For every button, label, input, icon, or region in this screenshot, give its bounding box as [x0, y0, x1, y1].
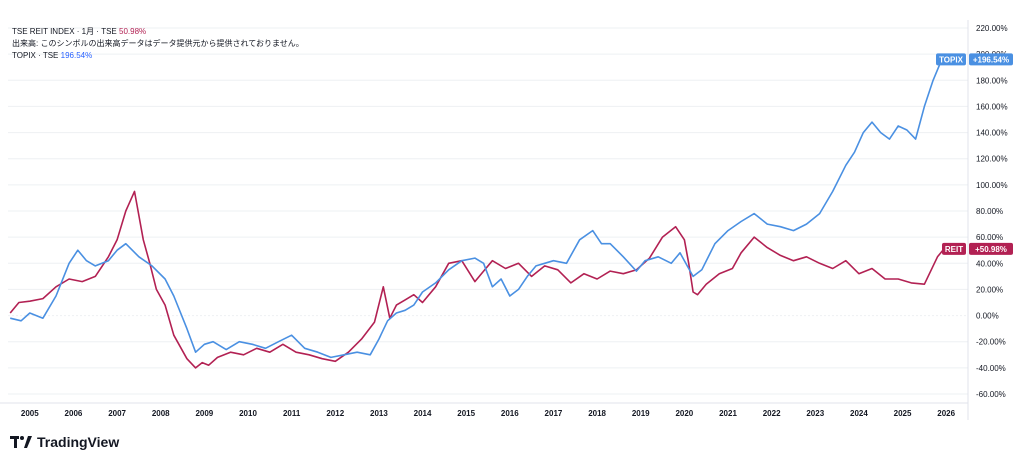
x-tick-label: 2023 — [806, 409, 824, 418]
x-tick-label: 2016 — [501, 409, 519, 418]
reit-series-line — [9, 190, 945, 369]
x-tick-label: 2009 — [195, 409, 213, 418]
reit-badge: REIT +50.98% — [942, 242, 1013, 255]
topix-badge: TOPIX +196.54% — [936, 53, 1013, 66]
y-tick-label: -20.00% — [976, 338, 1006, 347]
tradingview-logo-icon — [10, 436, 32, 448]
topix-badge-label-box — [936, 53, 966, 66]
x-tick-label: 2008 — [152, 409, 170, 418]
x-tick-label: 2006 — [65, 409, 83, 418]
legend-reit-row[interactable]: TSE REIT INDEX · 1月 · TSE 50.98% — [12, 26, 304, 38]
legend-reit-value: 50.98% — [119, 27, 147, 36]
y-tick-label: 80.00% — [976, 207, 1003, 216]
x-tick-label: 2019 — [632, 409, 650, 418]
topix-badge-label: TOPIX — [939, 55, 964, 64]
x-tick-label: 2010 — [239, 409, 257, 418]
x-tick-label: 2026 — [937, 409, 955, 418]
x-tick-label: 2024 — [850, 409, 868, 418]
x-tick-label: 2020 — [675, 409, 693, 418]
x-tick-label: 2011 — [283, 409, 301, 418]
y-tick-label: 0.00% — [976, 312, 999, 321]
reit-badge-value-box — [969, 242, 1013, 255]
y-tick-label: 180.00% — [976, 76, 1008, 85]
y-tick-label: -40.00% — [976, 364, 1006, 373]
x-tick-label: 2014 — [414, 409, 432, 418]
brand-name: TradingView — [37, 434, 120, 450]
y-tick-label: 20.00% — [976, 285, 1003, 294]
legend-topix-value: 196.54% — [60, 51, 93, 60]
topix-badge-value: +196.54% — [973, 55, 1009, 64]
legend-volume-note: 出来高: このシンボルの出来高データはデータ提供元から提供されておりません。 — [12, 39, 304, 48]
legend: TSE REIT INDEX · 1月 · TSE 50.98% 出来高: この… — [12, 26, 304, 62]
x-tick-label: 2025 — [894, 409, 912, 418]
x-tick-label: 2007 — [108, 409, 126, 418]
y-tick-label: 100.00% — [976, 181, 1008, 190]
reit-badge-value: +50.98% — [975, 245, 1007, 254]
legend-reit-name: TSE REIT INDEX · 1月 · TSE — [12, 27, 117, 36]
y-tick-label: 120.00% — [976, 155, 1008, 164]
y-tick-label: 220.00% — [976, 24, 1008, 33]
tradingview-logo[interactable]: TradingView — [10, 434, 119, 450]
x-tick-label: 2017 — [545, 409, 563, 418]
y-tick-label: 40.00% — [976, 259, 1003, 268]
x-tick-label: 2015 — [457, 409, 475, 418]
x-tick-label: 2022 — [763, 409, 781, 418]
reit-badge-label: REIT — [945, 245, 963, 254]
y-tick-label: 140.00% — [976, 129, 1008, 138]
reit-badge-label-box — [942, 242, 966, 255]
topix-badge-value-box — [969, 53, 1013, 66]
y-tick-label: -60.00% — [976, 390, 1006, 399]
x-tick-label: 2005 — [21, 409, 39, 418]
y-tick-label: 160.00% — [976, 102, 1008, 111]
x-tick-label: 2021 — [719, 409, 737, 418]
legend-topix-row[interactable]: TOPIX · TSE 196.54% — [12, 50, 304, 62]
legend-topix-name: TOPIX · TSE — [12, 51, 59, 60]
y-tick-label: 60.00% — [976, 233, 1003, 242]
x-tick-label: 2013 — [370, 409, 388, 418]
x-tick-label: 2012 — [326, 409, 344, 418]
topix-series-line — [10, 59, 943, 359]
x-tick-label: 2018 — [588, 409, 606, 418]
